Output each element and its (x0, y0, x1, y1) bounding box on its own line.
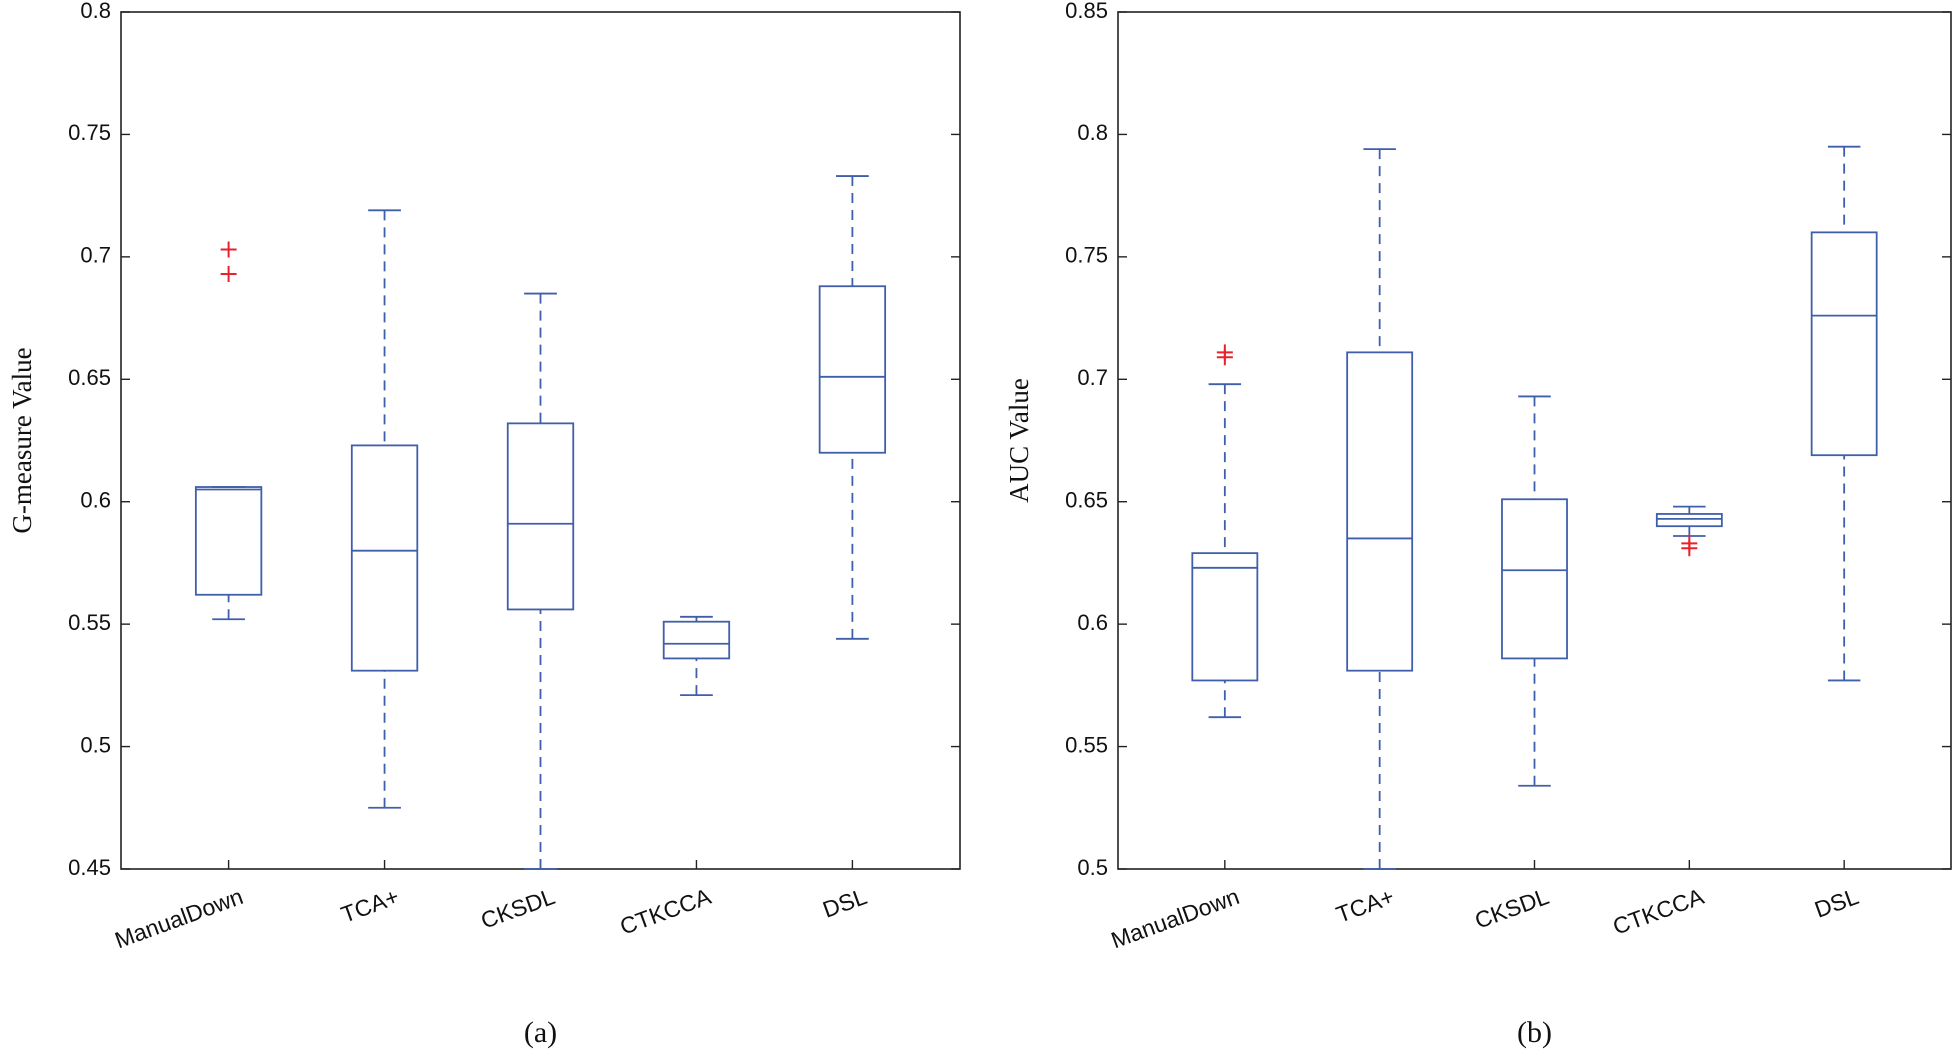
outlier (220, 265, 237, 282)
box (1501, 498, 1568, 660)
y-tick-label: 0.8 (1077, 120, 1108, 145)
x-tick-label: DSL (1811, 883, 1862, 923)
y-tick-label: 0.7 (80, 243, 111, 268)
y-tick-label: 0.75 (68, 120, 111, 145)
box (818, 285, 887, 454)
x-tick-label: CKSDL (477, 883, 558, 934)
x-tick-label: CKSDL (1471, 883, 1552, 934)
plot-frame (1117, 11, 1952, 870)
caption: (b) (1517, 1016, 1552, 1049)
box (1655, 513, 1723, 528)
outlier (1681, 540, 1698, 557)
x-tick-label: ManualDown (1108, 883, 1243, 953)
y-tick-label: 0.55 (1065, 732, 1108, 757)
x-tick-label: ManualDown (111, 883, 246, 953)
x-tick-label: TCA+ (338, 883, 403, 928)
box (1346, 351, 1414, 672)
y-tick-label: 0.6 (80, 488, 111, 513)
y-tick-label: 0.8 (80, 0, 111, 23)
x-tick-label: CTKCCA (1609, 883, 1707, 940)
caption: (a) (524, 1016, 557, 1049)
box (1191, 552, 1259, 682)
y-axis-label: AUC Value (1004, 378, 1034, 503)
y-tick-label: 0.75 (1065, 243, 1108, 268)
y-tick-label: 0.45 (68, 855, 111, 880)
y-tick-label: 0.7 (1077, 365, 1108, 390)
y-axis-label: G-measure Value (7, 347, 37, 533)
x-tick-label: CTKCCA (616, 883, 714, 940)
y-tick-label: 0.5 (80, 732, 111, 757)
y-tick-label: 0.85 (1065, 0, 1108, 23)
outlier (220, 241, 237, 258)
box (662, 620, 731, 660)
box (350, 444, 419, 672)
box (1810, 231, 1878, 457)
box (506, 422, 575, 611)
box (194, 486, 263, 596)
y-tick-label: 0.5 (1077, 855, 1108, 880)
x-tick-label: DSL (819, 883, 870, 923)
outlier (1216, 349, 1233, 366)
x-tick-label: TCA+ (1333, 883, 1398, 928)
y-tick-label: 0.55 (68, 610, 111, 635)
y-tick-label: 0.65 (68, 365, 111, 390)
y-tick-label: 0.6 (1077, 610, 1108, 635)
y-tick-label: 0.65 (1065, 488, 1108, 513)
